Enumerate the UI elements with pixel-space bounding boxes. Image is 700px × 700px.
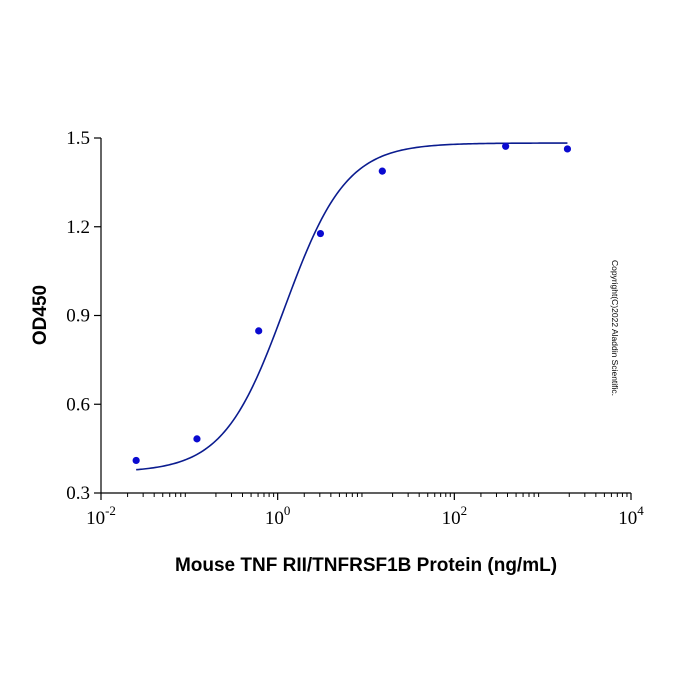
y-tick-label: 0.3 xyxy=(66,483,90,504)
plot-area: 0.3 0.6 0.9 1.2 1.5 10-2 100 102 104 xyxy=(66,128,644,529)
data-point xyxy=(193,435,201,443)
y-tick-label: 0.9 xyxy=(66,306,90,327)
y-tick-label: 0.6 xyxy=(66,394,90,415)
x-axis-title: Mouse TNF RII/TNFRSF1B Protein (ng/mL) xyxy=(175,555,557,576)
data-point xyxy=(132,456,140,465)
y-axis-title: OD450 xyxy=(30,285,51,345)
data-point xyxy=(316,229,325,238)
x-tick-label: 10-2 xyxy=(86,503,116,529)
y-axis-ticks: 0.3 0.6 0.9 1.2 1.5 xyxy=(66,128,101,504)
data-point xyxy=(378,167,386,175)
y-tick-label: 1.5 xyxy=(66,128,90,149)
fit-curve xyxy=(136,142,568,471)
y-tick-label: 1.2 xyxy=(66,217,90,238)
x-tick-label: 102 xyxy=(442,503,468,529)
data-point xyxy=(255,327,263,335)
x-tick-label: 104 xyxy=(618,503,644,529)
data-point xyxy=(502,142,510,150)
x-axis-ticks: 10-2 100 102 104 xyxy=(86,493,644,529)
x-tick-label: 100 xyxy=(265,503,291,529)
data-points xyxy=(132,142,572,465)
copyright-annotation: Copyright(C)2022 Aladdin Scientific. xyxy=(610,260,620,396)
data-point xyxy=(563,145,572,153)
